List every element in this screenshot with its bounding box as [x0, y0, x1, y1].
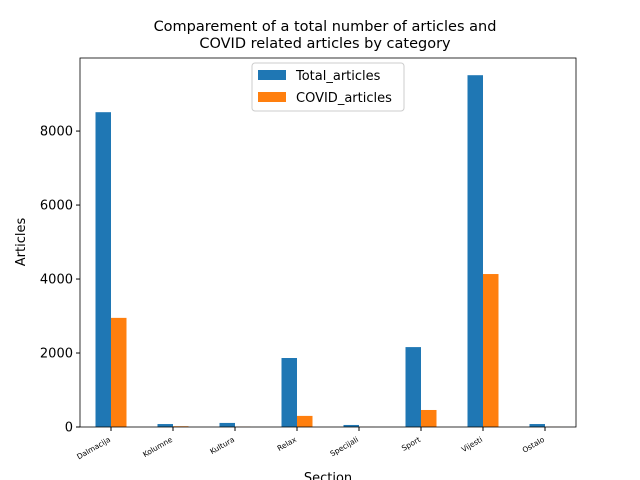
y-tick-label: 2000	[40, 347, 73, 362]
legend-label: Total_articles	[295, 69, 381, 84]
legend-swatch	[258, 92, 286, 102]
x-tick-label: Sport	[400, 435, 422, 453]
x-tick-label: Kolumne	[141, 435, 174, 459]
x-tick-label: Ostalo	[521, 435, 547, 455]
y-tick-label: 4000	[40, 273, 73, 288]
bar	[405, 347, 421, 427]
bar	[467, 75, 483, 427]
plot-frame	[79, 57, 577, 428]
bar	[281, 358, 297, 427]
x-axis-label: Section	[304, 471, 352, 480]
legend-box	[251, 62, 405, 112]
y-tick-label: 8000	[40, 125, 73, 140]
x-tick-label: Kultura	[208, 435, 236, 456]
y-tick-label: 6000	[40, 199, 73, 214]
chart-title: Comparement of a total number of article…	[154, 19, 497, 52]
legend-label: COVID_articles	[296, 91, 392, 106]
bar	[95, 112, 111, 428]
y-axis-label: Articles	[14, 218, 29, 267]
bar	[111, 317, 127, 427]
bar	[483, 274, 499, 427]
legend-swatch	[258, 70, 286, 80]
x-tick-label: Dalmacija	[75, 435, 112, 461]
bar	[219, 422, 235, 427]
bar	[157, 424, 173, 427]
x-tick-label: Vijesti	[460, 435, 484, 454]
bar	[297, 415, 313, 427]
x-tick-label: Specijali	[328, 435, 360, 458]
y-tick-label: 0	[65, 421, 73, 436]
bar	[421, 409, 437, 427]
legend: Total_articles COVID_articles	[251, 62, 405, 112]
bar	[529, 424, 545, 427]
x-tick-label: Relax	[276, 435, 299, 453]
bar	[343, 424, 359, 427]
